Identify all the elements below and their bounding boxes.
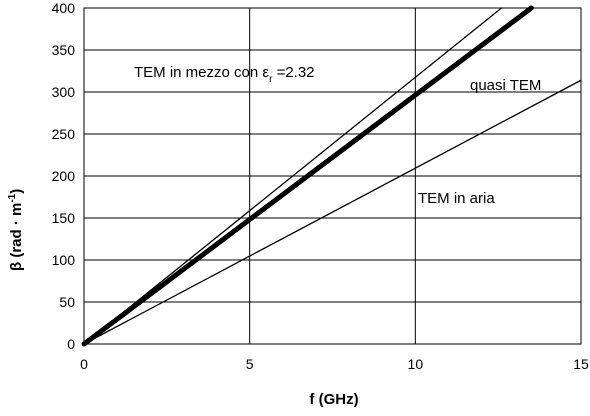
x-tick-labels: 0 5 10 15 — [80, 356, 589, 372]
series-lines — [81, 5, 582, 347]
y-tick-label: 150 — [52, 210, 76, 226]
y-tick-label: 50 — [59, 294, 75, 310]
y-tick-label: 300 — [52, 84, 76, 100]
series-line-quasi-tem — [81, 5, 534, 347]
y-tick-label: 350 — [52, 42, 76, 58]
x-tick-label: 15 — [573, 356, 589, 372]
y-tick-label: 250 — [52, 126, 76, 142]
annotation-tem-air: TEM in aria — [418, 190, 495, 207]
plot-frame — [83, 7, 582, 345]
y-tick-label: 0 — [67, 336, 75, 352]
annotation-tem-dielectric: TEM in mezzo con εr =2.32 — [134, 64, 315, 85]
y-axis-title: β (rad · m-1) — [7, 189, 25, 271]
y-tick-label: 400 — [52, 0, 76, 16]
series-line-tem-air — [83, 79, 582, 345]
y-tick-label: 200 — [52, 168, 76, 184]
series-line-tem-dielectric — [83, 7, 503, 345]
x-tick-label: 10 — [408, 356, 424, 372]
annotation-quasi-tem: quasi TEM — [470, 77, 541, 94]
grid-lines — [83, 7, 582, 345]
x-tick-label: 0 — [80, 356, 88, 372]
y-tick-labels: 0 50 100 150 200 250 300 350 400 — [52, 0, 76, 352]
x-tick-label: 5 — [246, 356, 254, 372]
x-axis-title: f (GHz) — [309, 391, 358, 408]
y-tick-label: 100 — [52, 252, 76, 268]
